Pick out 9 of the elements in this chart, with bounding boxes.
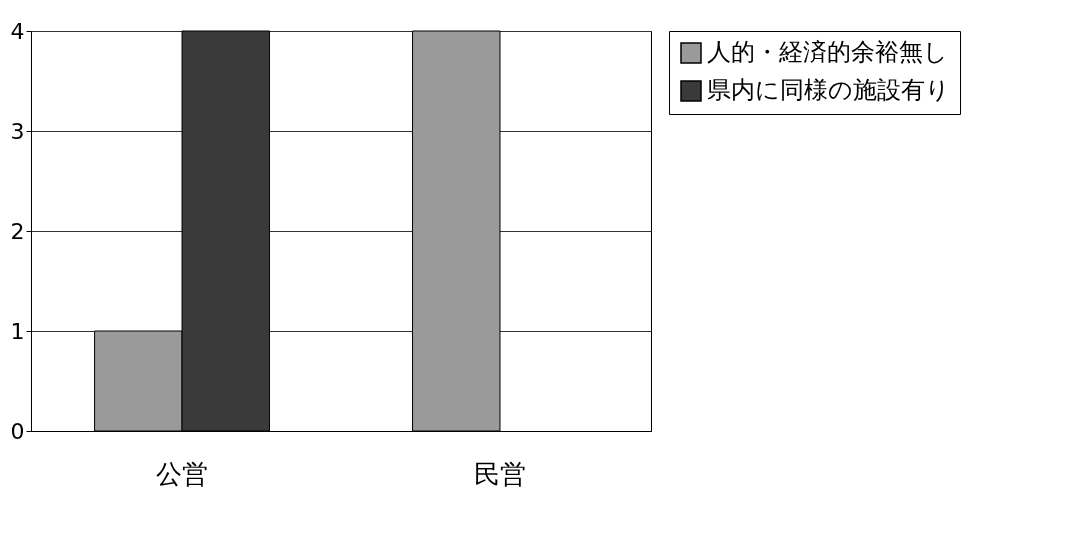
legend-label: 人的・経済的余裕無し bbox=[707, 38, 948, 66]
y-tick-label: 2 bbox=[10, 218, 25, 244]
y-tick-label: 4 bbox=[10, 18, 25, 44]
y-tick-label: 1 bbox=[10, 318, 25, 344]
y-tick-label: 0 bbox=[10, 418, 25, 444]
x-tick-label: 民営 bbox=[473, 458, 526, 489]
x-tick-label: 公営 bbox=[156, 458, 209, 489]
y-tick-label: 3 bbox=[10, 118, 25, 144]
legend-label: 県内に同様の施設有り bbox=[707, 76, 950, 104]
